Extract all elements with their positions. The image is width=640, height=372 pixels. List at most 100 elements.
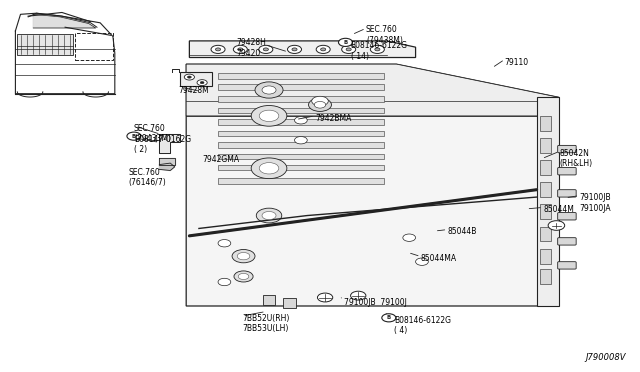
Circle shape (256, 208, 282, 223)
Circle shape (200, 81, 204, 84)
Bar (218, 178, 384, 184)
Text: 85042N
(RH&LH): 85042N (RH&LH) (559, 149, 593, 169)
Polygon shape (33, 14, 96, 28)
Text: 79100JB  79100J: 79100JB 79100J (344, 298, 406, 307)
Polygon shape (159, 163, 175, 170)
Circle shape (308, 98, 332, 112)
Polygon shape (186, 64, 559, 116)
Text: 7BB52U(RH)
7BB53U(LH): 7BB52U(RH) 7BB53U(LH) (243, 314, 290, 333)
Text: 79110: 79110 (505, 58, 529, 67)
Text: 79100JB
79100JA: 79100JB 79100JA (579, 193, 611, 213)
Text: B08147-0162G
( 2): B08147-0162G ( 2) (134, 135, 191, 154)
Text: 79428H
79420: 79428H 79420 (236, 38, 266, 58)
Circle shape (312, 96, 328, 106)
Text: 7942BMA: 7942BMA (315, 113, 351, 123)
Bar (218, 165, 384, 170)
Bar (283, 298, 296, 308)
Bar (540, 182, 551, 197)
Circle shape (188, 76, 191, 78)
Circle shape (351, 291, 366, 300)
FancyBboxPatch shape (557, 145, 576, 153)
Bar (540, 205, 551, 219)
Circle shape (211, 45, 225, 54)
Circle shape (292, 48, 297, 51)
Circle shape (232, 250, 255, 263)
Circle shape (382, 314, 396, 322)
Circle shape (287, 45, 301, 54)
Bar (218, 84, 384, 90)
Text: B08146-6122G
( 4): B08146-6122G ( 4) (394, 316, 451, 336)
Circle shape (259, 110, 279, 122)
Polygon shape (189, 41, 415, 58)
Bar (540, 269, 551, 284)
Circle shape (548, 221, 564, 230)
Circle shape (415, 258, 428, 265)
FancyBboxPatch shape (557, 238, 576, 245)
Circle shape (403, 234, 415, 241)
Circle shape (346, 48, 351, 51)
Circle shape (255, 82, 283, 98)
Bar (262, 295, 275, 305)
Circle shape (342, 45, 356, 54)
FancyBboxPatch shape (557, 190, 576, 197)
Bar (540, 116, 551, 131)
FancyBboxPatch shape (557, 262, 576, 269)
Circle shape (371, 45, 385, 54)
Text: 7942GMA: 7942GMA (202, 155, 239, 164)
Bar (540, 138, 551, 153)
Circle shape (184, 74, 195, 80)
Text: B: B (344, 40, 348, 45)
Circle shape (218, 240, 231, 247)
Circle shape (262, 211, 276, 219)
FancyBboxPatch shape (557, 167, 576, 175)
Polygon shape (159, 134, 180, 153)
Text: B: B (387, 315, 391, 320)
Circle shape (294, 116, 307, 124)
FancyBboxPatch shape (557, 212, 576, 220)
Bar (540, 249, 551, 263)
Bar (75, 33, 113, 61)
Circle shape (263, 48, 268, 51)
Polygon shape (537, 97, 559, 306)
Text: SEC.760
(79438M): SEC.760 (79438M) (366, 25, 403, 45)
Circle shape (316, 45, 330, 54)
Bar (218, 73, 384, 79)
Bar (180, 71, 212, 86)
Polygon shape (159, 158, 175, 164)
Circle shape (197, 80, 207, 86)
Circle shape (294, 137, 307, 144)
Bar (218, 96, 384, 102)
Circle shape (216, 48, 221, 51)
Bar (218, 131, 384, 136)
Circle shape (238, 273, 249, 279)
Circle shape (251, 158, 287, 179)
Circle shape (259, 45, 273, 54)
Circle shape (234, 45, 247, 54)
Circle shape (237, 253, 250, 260)
Circle shape (259, 163, 279, 174)
Circle shape (251, 106, 287, 126)
Circle shape (314, 102, 326, 108)
Bar (218, 108, 384, 113)
Circle shape (321, 48, 326, 51)
Polygon shape (186, 64, 559, 306)
Circle shape (234, 271, 253, 282)
Text: B08146-6122G
( 14): B08146-6122G ( 14) (351, 41, 408, 61)
Circle shape (238, 48, 243, 51)
Text: 79428M: 79428M (179, 86, 209, 95)
Bar (17, 33, 74, 55)
Text: J790008V: J790008V (586, 353, 626, 362)
Circle shape (127, 132, 141, 140)
Text: SEC.760
(76146/7): SEC.760 (76146/7) (129, 167, 166, 187)
Bar (218, 119, 384, 125)
Text: 85044MA: 85044MA (420, 254, 457, 263)
Circle shape (375, 48, 380, 51)
Text: B: B (132, 134, 136, 139)
Text: 85044M: 85044M (543, 205, 574, 214)
Bar (540, 227, 551, 241)
Bar (540, 160, 551, 175)
Circle shape (339, 38, 353, 46)
Circle shape (218, 278, 231, 286)
Circle shape (317, 293, 333, 302)
Text: 85044B: 85044B (447, 227, 477, 236)
